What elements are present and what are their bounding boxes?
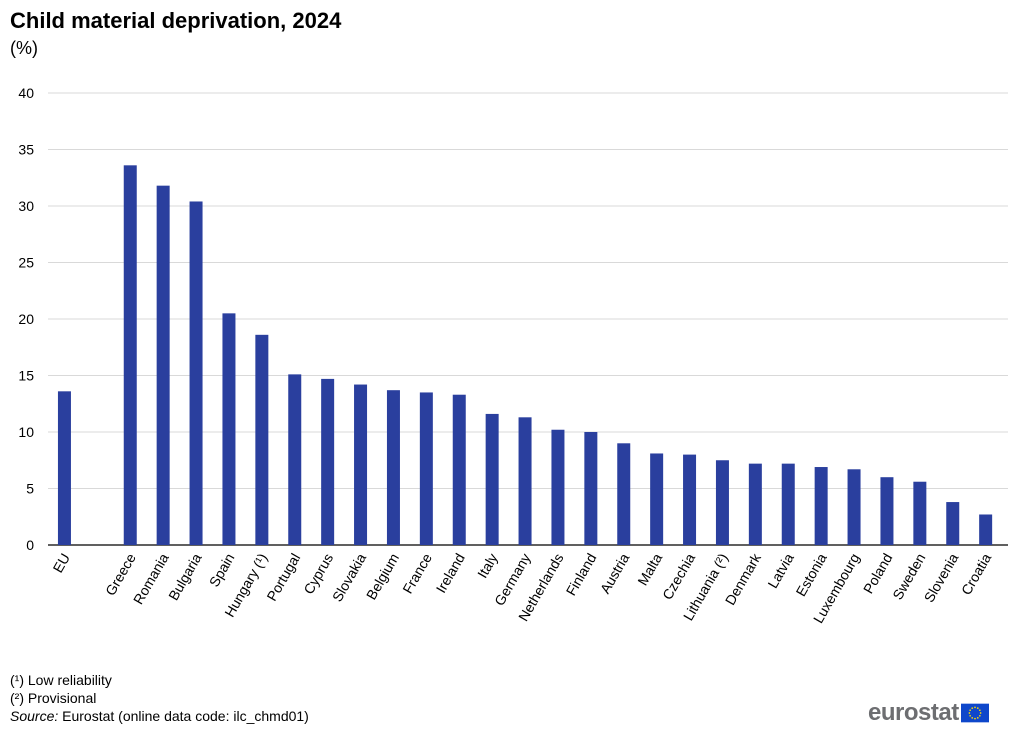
bar (452, 394, 466, 545)
source-label: Source: (10, 708, 59, 724)
chart-unit: (%) (10, 38, 38, 58)
bar (57, 391, 71, 545)
bar (617, 443, 631, 545)
bar (880, 477, 894, 545)
x-tick-label: Croatia (958, 550, 995, 597)
y-tick-label: 25 (18, 255, 34, 271)
bar (913, 481, 927, 545)
bar (123, 165, 137, 545)
flag-star (976, 707, 979, 709)
bar (222, 313, 236, 545)
x-tick-label: Poland (860, 551, 896, 597)
bar (781, 463, 795, 545)
bar (979, 514, 993, 545)
y-tick-label: 40 (18, 85, 34, 101)
bar (419, 392, 433, 545)
footnotes: (¹) Low reliability (²) Provisional Sour… (10, 671, 309, 725)
y-tick-label: 15 (18, 368, 34, 384)
bar (288, 374, 302, 545)
flag-star (973, 717, 976, 720)
bar (814, 467, 828, 545)
flag-star (971, 707, 973, 709)
eu-flag-icon (960, 703, 989, 723)
footnote-low-reliability: (¹) Low reliability (10, 672, 112, 688)
source-line: Source: Eurostat (online data code: ilc_… (10, 707, 309, 725)
bar (386, 390, 400, 545)
source-text: Eurostat (online data code: ilc_chmd01) (58, 708, 309, 724)
x-tick-label: Belgium (363, 551, 402, 603)
bar (518, 417, 532, 545)
bar (189, 201, 203, 546)
x-tick-label: Latvia (764, 550, 797, 591)
bar (485, 413, 499, 545)
bar (946, 502, 960, 545)
bar (847, 469, 861, 545)
y-tick-label: 35 (18, 142, 34, 158)
y-tick-label: 5 (26, 481, 34, 497)
x-tick-label: EU (49, 551, 73, 576)
y-tick-label: 10 (18, 424, 34, 440)
flag-star (968, 712, 970, 714)
bar-chart: 0 5 10 15 20 25 30 35 40 EU GreeceRomaniaBulgaria… (18, 85, 1008, 626)
flag-star (968, 714, 971, 717)
flag-star (973, 706, 976, 709)
bars (57, 165, 993, 546)
x-tick-label: Italy (474, 551, 501, 581)
flag-star (971, 717, 973, 719)
bar (584, 432, 598, 545)
bar (715, 460, 729, 545)
x-tick-label: Cyprus (300, 551, 336, 597)
x-tick-label: Ireland (433, 551, 468, 596)
flag-star (979, 712, 982, 714)
bar (748, 463, 762, 545)
bar (683, 454, 697, 545)
chart-title: Child material deprivation, 2024 (10, 8, 342, 33)
logo-text: eurostat (868, 699, 959, 726)
y-axis-ticks: 0 5 10 15 20 25 30 35 40 (18, 85, 34, 553)
x-tick-label: Malta (634, 550, 665, 588)
x-tick-label: Austria (597, 550, 633, 596)
y-tick-label: 0 (26, 537, 34, 553)
bar (255, 334, 269, 545)
x-tick-label: France (399, 550, 435, 596)
x-tick-label: Finland (563, 551, 600, 599)
bar (321, 378, 335, 545)
flag-star (978, 709, 981, 712)
flag-star (976, 717, 979, 719)
eurostat-logo: eurostat (868, 699, 989, 727)
flag-star (978, 714, 981, 717)
y-tick-label: 30 (18, 198, 34, 214)
y-tick-label: 20 (18, 311, 34, 327)
x-tick-label: Spain (206, 551, 238, 590)
bar (551, 429, 565, 545)
bar (650, 453, 664, 545)
bar (354, 384, 368, 545)
bar (156, 185, 170, 545)
footnote-provisional: (²) Provisional (10, 690, 97, 706)
flag-star (968, 709, 971, 712)
